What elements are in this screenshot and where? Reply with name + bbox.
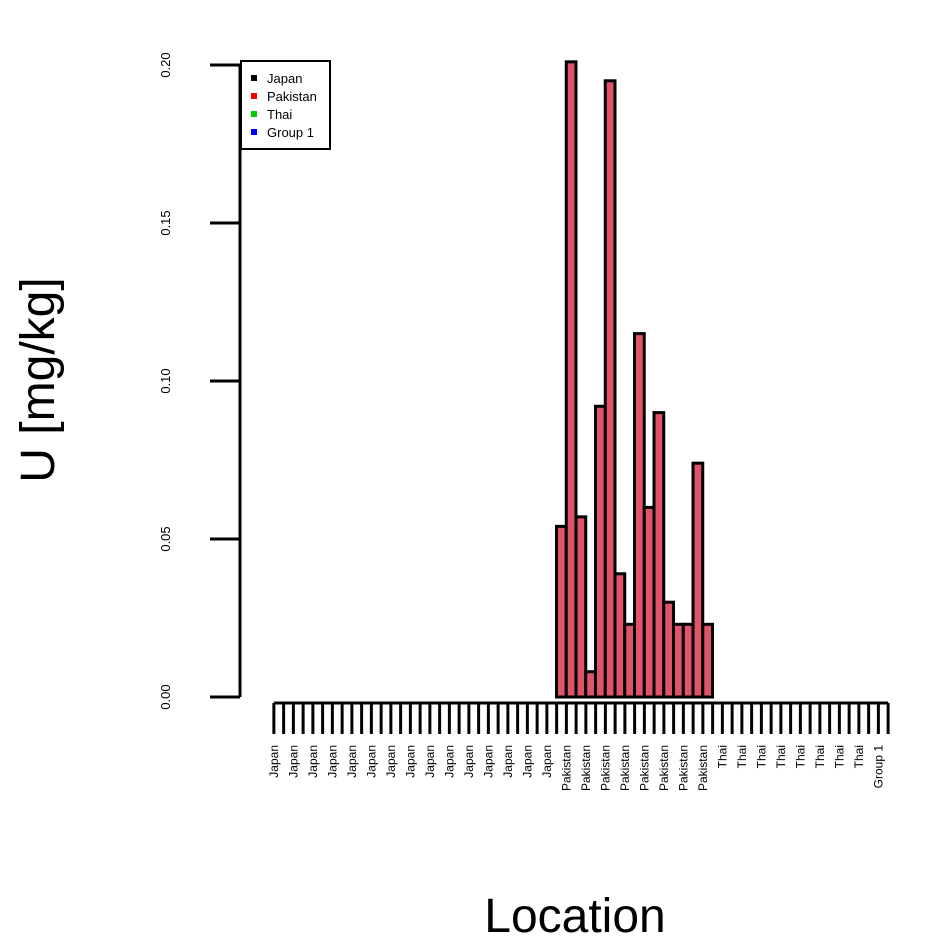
y-tick-label: 0.20 bbox=[158, 52, 173, 77]
x-tick-label: Pakistan bbox=[559, 745, 573, 791]
y-tick-label: 0.05 bbox=[158, 526, 173, 551]
x-tick-label: Japan bbox=[384, 745, 398, 778]
x-tick-label: Pakistan bbox=[618, 745, 632, 791]
x-tick-label: Thai bbox=[852, 745, 866, 768]
x-tick-label: Japan bbox=[286, 745, 300, 778]
x-tick-label: Thai bbox=[735, 745, 749, 768]
x-tick-label: Japan bbox=[462, 745, 476, 778]
x-tick-label: Thai bbox=[793, 745, 807, 768]
legend-label: Pakistan bbox=[267, 89, 317, 104]
x-tick-label: Pakistan bbox=[579, 745, 593, 791]
x-tick-label: Thai bbox=[715, 745, 729, 768]
x-tick-label: Thai bbox=[774, 745, 788, 768]
x-tick-label: Japan bbox=[442, 745, 456, 778]
x-tick-label: Thai bbox=[832, 745, 846, 768]
y-tick-label: 0.15 bbox=[158, 210, 173, 235]
x-tick-label: Japan bbox=[364, 745, 378, 778]
legend-label: Group 1 bbox=[267, 125, 314, 140]
bar bbox=[564, 60, 578, 699]
legend-swatch bbox=[251, 93, 257, 99]
x-tick-label: Pakistan bbox=[598, 745, 612, 791]
bar bbox=[691, 461, 705, 699]
x-tick-label: Japan bbox=[325, 745, 339, 778]
x-tick-label: Japan bbox=[540, 745, 554, 778]
x-tick-label: Japan bbox=[403, 745, 417, 778]
x-tick-label: Japan bbox=[345, 745, 359, 778]
x-tick-label: Pakistan bbox=[696, 745, 710, 791]
x-tick-label: Japan bbox=[481, 745, 495, 778]
x-tick-label: Pakistan bbox=[676, 745, 690, 791]
x-tick-label: Japan bbox=[267, 745, 281, 778]
x-tick-label: Japan bbox=[423, 745, 437, 778]
legend-swatch bbox=[251, 129, 257, 135]
legend-label: Japan bbox=[267, 71, 302, 86]
bar bbox=[701, 622, 714, 699]
y-tick-label: 0.00 bbox=[158, 684, 173, 709]
legend-swatch bbox=[251, 75, 257, 81]
x-tick-label: Group 1 bbox=[871, 745, 885, 789]
y-axis-label: U [mg/kg] bbox=[12, 277, 65, 482]
x-tick-label: Pakistan bbox=[657, 745, 671, 791]
x-tick-label: Pakistan bbox=[637, 745, 651, 791]
x-tick-label: Thai bbox=[754, 745, 768, 768]
legend-swatch bbox=[251, 111, 257, 117]
legend-label: Thai bbox=[267, 107, 292, 122]
x-axis-label: Location bbox=[484, 890, 665, 943]
x-tick-label: Japan bbox=[520, 745, 534, 778]
x-tick-label: Thai bbox=[813, 745, 827, 768]
y-tick-label: 0.10 bbox=[158, 368, 173, 393]
bar bbox=[574, 515, 588, 699]
x-tick-label: Japan bbox=[501, 745, 515, 778]
bar bbox=[603, 79, 617, 699]
bar bbox=[652, 411, 666, 699]
x-tick-label: Japan bbox=[306, 745, 320, 778]
